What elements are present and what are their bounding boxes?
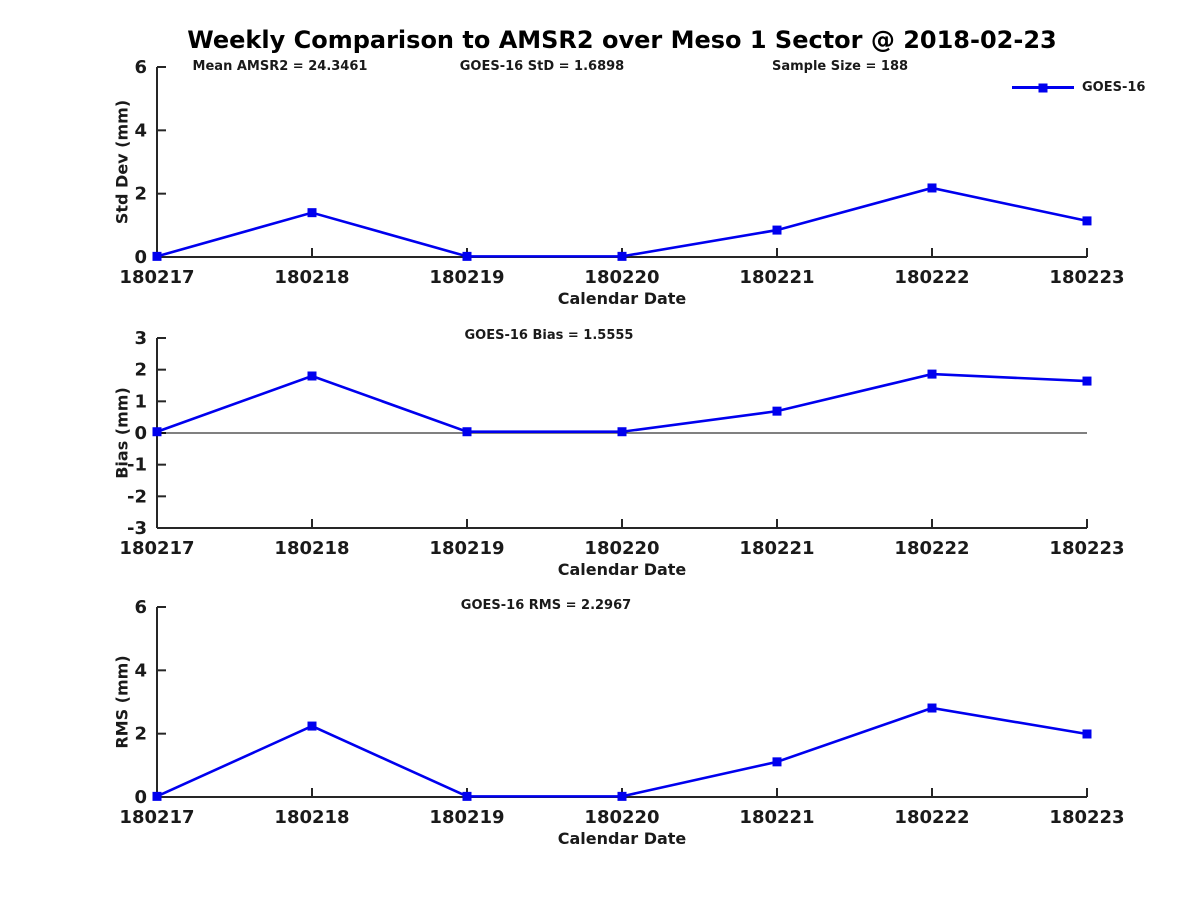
legend-square-marker (1038, 83, 1048, 92)
y-axis-label-bias: Bias (mm) (112, 387, 132, 479)
annotation-goes16-std: GOES-16 StD = 1.6898 (459, 59, 625, 74)
bias-y-tick-label: 1 (134, 391, 147, 412)
bias-x-tick-label: 180218 (274, 538, 349, 559)
rms-x-tick-label: 180221 (739, 807, 814, 828)
x-axis-label-bias: Calendar Date (557, 560, 687, 579)
rms-x-tick-label: 180218 (274, 807, 349, 828)
rms-y-tick-label: 0 (134, 787, 147, 808)
stddev-data-point-marker (927, 183, 937, 193)
stddev-x-tick-label: 180220 (584, 267, 659, 288)
bias-data-point-marker (1082, 376, 1092, 386)
stddev-data-point-marker (772, 225, 782, 235)
stddev-data-point-marker (617, 251, 627, 261)
bias-data-point-marker (617, 427, 627, 437)
x-axis-label-stddev: Calendar Date (557, 289, 687, 308)
stddev-x-tick-label: 180222 (894, 267, 969, 288)
stddev-y-tick-label: 4 (134, 120, 147, 141)
rms-data-point-marker (617, 791, 627, 801)
stddev-x-tick-label: 180223 (1049, 267, 1124, 288)
legend: GOES-16 (1012, 80, 1145, 95)
rms-x-tick-label: 180220 (584, 807, 659, 828)
rms-x-tick-label: 180217 (119, 807, 194, 828)
x-axis-label-rms: Calendar Date (557, 829, 687, 848)
rms-data-point-marker (927, 703, 937, 713)
bias-x-tick-label: 180223 (1049, 538, 1124, 559)
bias-y-tick-label: 2 (134, 360, 147, 381)
stddev-data-point-marker (1082, 216, 1092, 226)
legend-line-sample (1012, 83, 1074, 92)
bias-y-tick-label: -2 (127, 486, 147, 507)
rms-data-point-marker (152, 791, 162, 801)
bias-y-tick-label: -3 (127, 518, 147, 539)
rms-data-point-marker (462, 791, 472, 801)
rms-data-point-marker (772, 757, 782, 767)
bias-data-point-marker (927, 369, 937, 379)
stddev-x-tick-label: 180219 (429, 267, 504, 288)
rms-y-tick-label: 4 (134, 660, 147, 681)
bias-x-tick-label: 180217 (119, 538, 194, 559)
stddev-x-tick-label: 180221 (739, 267, 814, 288)
y-axis-label-rms: RMS (mm) (112, 655, 132, 749)
bias-series-line (156, 372, 1088, 434)
bias-y-tick-label: 0 (134, 423, 147, 444)
bias-data-point-marker (152, 427, 162, 437)
rms-y-tick-label: 2 (134, 724, 147, 745)
stddev-y-tick-label: 0 (134, 247, 147, 268)
rms-x-tick-label: 180219 (429, 807, 504, 828)
rms-data-point-marker (1082, 729, 1092, 739)
bias-x-tick-label: 180219 (429, 538, 504, 559)
stddev-x-tick-label: 180218 (274, 267, 349, 288)
bias-x-tick-label: 180222 (894, 538, 969, 559)
bias-x-tick-label: 180221 (739, 538, 814, 559)
stddev-data-point-marker (152, 251, 162, 261)
legend-label: GOES-16 (1082, 80, 1146, 95)
stddev-data-point-marker (462, 251, 472, 261)
bias-data-point-marker (307, 371, 317, 381)
annotation-sample-size: Sample Size = 188 (771, 59, 909, 74)
rms-y-tick-label: 6 (134, 597, 147, 618)
bias-x-tick-label: 180220 (584, 538, 659, 559)
annotation-goes16-bias: GOES-16 Bias = 1.5555 (464, 328, 634, 343)
rms-data-point-marker (307, 721, 317, 731)
stddev-y-tick-label: 2 (134, 184, 147, 205)
rms-series-line (156, 706, 1088, 798)
stddev-series-line (156, 186, 1088, 258)
rms-x-tick-label: 180223 (1049, 807, 1124, 828)
stddev-data-point-marker (307, 208, 317, 218)
figure-title: Weekly Comparison to AMSR2 over Meso 1 S… (187, 26, 1057, 54)
bias-data-point-marker (462, 427, 472, 437)
bias-y-tick-label: 3 (134, 328, 147, 349)
annotation-goes16-rms: GOES-16 RMS = 2.2967 (460, 598, 632, 613)
stddev-x-tick-label: 180217 (119, 267, 194, 288)
y-axis-label-stddev: Std Dev (mm) (112, 99, 132, 225)
annotation-mean-amsr2: Mean AMSR2 = 24.3461 (192, 59, 368, 74)
bias-data-point-marker (772, 406, 782, 416)
bias-y-tick-label: -1 (127, 455, 147, 476)
rms-x-tick-label: 180222 (894, 807, 969, 828)
stddev-y-tick-label: 6 (134, 57, 147, 78)
